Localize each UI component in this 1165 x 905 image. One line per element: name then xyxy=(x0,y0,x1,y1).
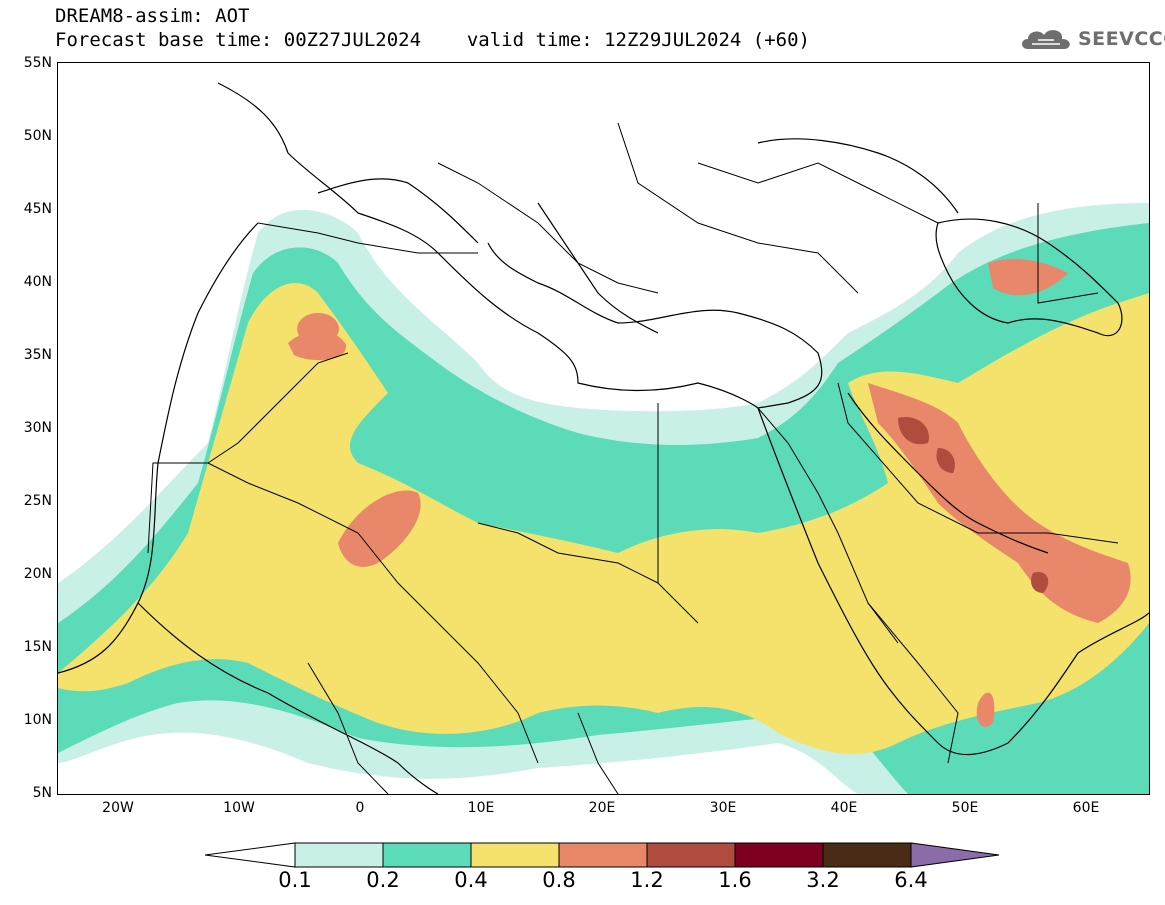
country-borders xyxy=(147,122,1119,794)
valid-time: valid time: 12Z29JUL2024 (+60) xyxy=(466,29,810,51)
lat-label-20n: 20N xyxy=(23,566,52,582)
colorbar-swatch-0-2 xyxy=(382,842,472,868)
cloud-icon xyxy=(1022,30,1070,49)
colorbar-label-1-2: 1.2 xyxy=(630,868,664,892)
colorbar-label-0-4: 0.4 xyxy=(454,868,488,892)
aot-band-1-2 xyxy=(936,448,955,473)
lat-label-45n: 45N xyxy=(23,201,52,217)
lat-label-15n: 15N xyxy=(23,639,52,655)
aot-band-0-8 xyxy=(297,313,339,343)
lon-label-10w: 10W xyxy=(223,800,255,816)
lon-label-50e: 50E xyxy=(951,800,979,816)
aot-band-1-2 xyxy=(1031,572,1049,593)
colorbar-label-3-2: 3.2 xyxy=(806,868,840,892)
colorbar-label-0-2: 0.2 xyxy=(366,868,400,892)
lat-label-25n: 25N xyxy=(23,493,52,509)
lon-label-10e: 10E xyxy=(467,800,495,816)
aot-band-1-2 xyxy=(898,417,929,445)
colorbar-label-0-8: 0.8 xyxy=(542,868,576,892)
lon-label-20w: 20W xyxy=(102,800,134,816)
colorbar-swatch-0-8 xyxy=(558,842,648,868)
lat-label-50n: 50N xyxy=(23,128,52,144)
coastlines xyxy=(58,82,1149,794)
colorbar-label-0-1: 0.1 xyxy=(278,868,312,892)
colorbar-swatch-0-4 xyxy=(470,842,560,868)
lon-label-60e: 60E xyxy=(1072,800,1100,816)
time-row: Forecast base time: 00Z27JUL2024 valid t… xyxy=(55,28,810,52)
logo-text: SEEVCCC xyxy=(1078,28,1165,50)
lat-label-30n: 30N xyxy=(23,420,52,436)
lat-label-10n: 10N xyxy=(23,712,52,728)
lat-label-40n: 40N xyxy=(23,274,52,290)
lat-label-55n: 55N xyxy=(23,55,52,71)
lon-label-40e: 40E xyxy=(830,800,858,816)
colorbar-swatch-3-2 xyxy=(822,842,912,868)
lon-label-20e: 20E xyxy=(588,800,616,816)
aot-band-0-8 xyxy=(868,383,1131,623)
colorbar-label-1-6: 1.6 xyxy=(718,868,752,892)
map-canvas xyxy=(58,82,1149,794)
map-title: DREAM8-assim: AOT xyxy=(55,5,250,27)
aot-band-0-8 xyxy=(338,490,421,567)
lon-label-0: 0 xyxy=(355,800,365,816)
lat-label-35n: 35N xyxy=(23,347,52,363)
map-header: DREAM8-assim: AOT Forecast base time: 00… xyxy=(55,4,810,52)
colorbar-swatch-0-1 xyxy=(294,842,384,868)
aot-band-0-8 xyxy=(988,258,1068,296)
colorbar-label-6-4: 6.4 xyxy=(894,868,928,892)
lat-label-5n: 5N xyxy=(32,785,52,801)
dust-aot-map xyxy=(57,62,1150,795)
colorbar-above-triangle xyxy=(910,842,1000,868)
colorbar-below-triangle xyxy=(205,842,296,868)
seevccc-logo: SEEVCCC xyxy=(1018,22,1165,56)
colorbar-swatch-1-6 xyxy=(734,842,824,868)
colorbar-swatch-1-2 xyxy=(646,842,736,868)
base-time: Forecast base time: 00Z27JUL2024 xyxy=(55,29,422,51)
aot-colorbar xyxy=(205,842,1000,868)
lon-label-30e: 30E xyxy=(709,800,737,816)
aot-band-0-8 xyxy=(976,692,995,727)
